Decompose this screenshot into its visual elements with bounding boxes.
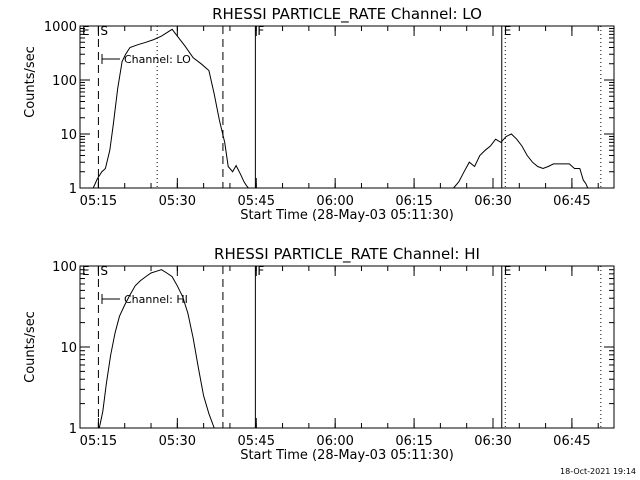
series-line-1 — [92, 28, 249, 189]
x-tick-label: 06:15 — [395, 434, 432, 449]
y-tick-label: 10 — [60, 128, 77, 143]
event-marker-label: F — [257, 264, 264, 278]
chart-panel-lo: RHESSI PARTICLE_RATE Channel: LO Start Ti… — [23, 5, 615, 223]
event-marker-label: S — [100, 24, 108, 38]
x-tick-label: 05:30 — [159, 194, 196, 209]
x-tick-label: 06:45 — [553, 434, 590, 449]
x-axis-label: Start Time (28-May-03 05:11:30) — [240, 448, 454, 463]
y-tick-label: 1000 — [44, 20, 77, 35]
y-tick-label: 1 — [69, 422, 77, 437]
event-marker-label: E — [82, 24, 90, 38]
x-tick-label: 06:30 — [474, 434, 511, 449]
y-axis-label: Counts/sec — [23, 311, 38, 383]
y-tick-label: 10 — [60, 341, 77, 356]
x-tick-label: 05:45 — [238, 194, 275, 209]
x-tick-label: 06:45 — [553, 194, 590, 209]
event-marker-label: S — [100, 264, 108, 278]
chart-panel-hi: RHESSI PARTICLE_RATE Channel: HI Start Ti… — [23, 245, 615, 463]
y-tick-label: 100 — [52, 260, 77, 275]
plot-frame — [79, 25, 615, 189]
chart-title: RHESSI PARTICLE_RATE Channel: LO — [212, 5, 482, 24]
series-line-1 — [98, 269, 215, 429]
legend-label: Channel: LO — [124, 53, 191, 66]
series-line-2 — [453, 133, 589, 189]
event-marker-label: E — [504, 24, 512, 38]
x-tick-label: 05:15 — [80, 194, 117, 209]
event-marker-label: E — [82, 264, 90, 278]
x-tick-label: 06:00 — [316, 194, 353, 209]
x-tick-label: 05:30 — [159, 434, 196, 449]
event-marker-label: E — [504, 264, 512, 278]
x-tick-label: 06:30 — [474, 194, 511, 209]
plot-frame — [79, 265, 615, 429]
y-tick-label: 100 — [52, 74, 77, 89]
event-marker-label: F — [257, 24, 264, 38]
x-tick-label: 06:15 — [395, 194, 432, 209]
x-tick-label: 05:45 — [238, 434, 275, 449]
timestamp-label: 18-Oct-2021 19:14 — [560, 467, 636, 476]
legend-label: Channel: HI — [124, 293, 188, 306]
y-tick-label: 1 — [69, 182, 77, 197]
y-axis-label: Counts/sec — [23, 46, 38, 118]
x-tick-label: 05:15 — [80, 434, 117, 449]
chart-title: RHESSI PARTICLE_RATE Channel: HI — [214, 245, 480, 264]
x-tick-label: 06:00 — [316, 434, 353, 449]
x-axis-label: Start Time (28-May-03 05:11:30) — [240, 208, 454, 223]
